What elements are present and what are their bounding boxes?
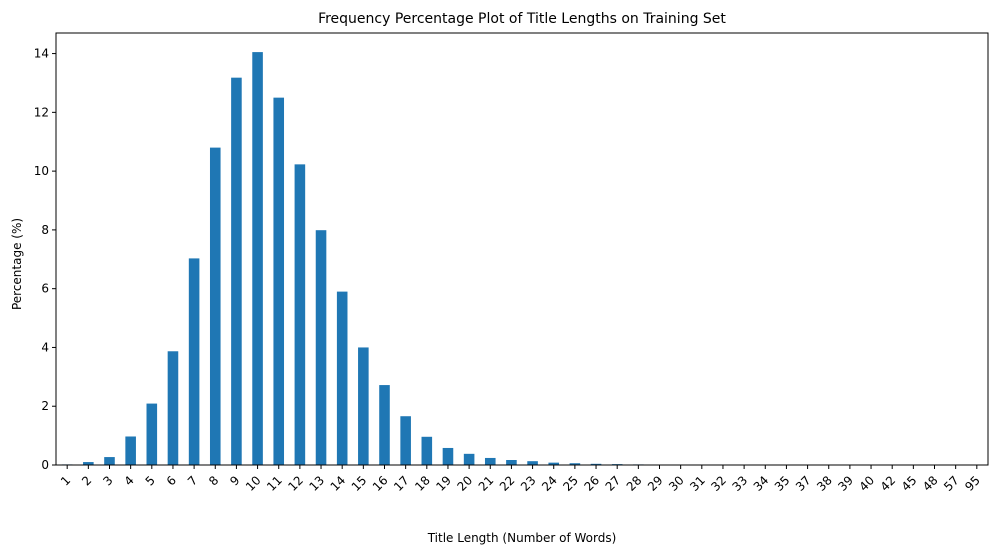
bar-19 (442, 447, 454, 465)
x-tick-label-27: 27 (603, 473, 624, 494)
x-tick-label-13: 13 (306, 473, 327, 494)
y-tick-label: 8 (41, 223, 49, 237)
bar-6 (167, 351, 179, 465)
x-tick-label-37: 37 (793, 473, 814, 494)
x-tick-label-28: 28 (624, 473, 645, 494)
x-axis: 1 2 3 4 5 6 7 8 9 10 11 12 13 14 15 16 17 18 19 20 21 22 23 24 2… (58, 465, 983, 494)
bar-4 (125, 436, 136, 465)
x-tick-label-29: 29 (645, 473, 666, 494)
y-tick-label: 12 (34, 105, 49, 119)
chart-title: Frequency Percentage Plot of Title Lengt… (318, 11, 726, 27)
x-tick-label-38: 38 (814, 473, 835, 494)
x-tick-label-20: 20 (455, 473, 476, 494)
x-tick-label-17: 17 (391, 473, 412, 494)
x-tick-label-19: 19 (433, 473, 454, 494)
y-tick-label: 10 (34, 164, 49, 178)
x-axis-label: Title Length (Number of Words) (427, 531, 617, 545)
bar-25 (569, 463, 581, 465)
x-tick-label-21: 21 (476, 473, 497, 494)
bar-20 (463, 453, 475, 465)
x-tick-label-8: 8 (206, 473, 221, 488)
bar-5 (146, 403, 158, 465)
y-tick-label: 4 (41, 340, 49, 354)
bar-23 (527, 461, 538, 465)
x-tick-label-22: 22 (497, 473, 518, 494)
x-tick-label-14: 14 (328, 473, 349, 494)
bar-3 (104, 457, 115, 465)
x-tick-label-4: 4 (121, 473, 136, 488)
bar-24 (548, 462, 560, 465)
x-tick-label-32: 32 (708, 473, 729, 494)
x-tick-label-10: 10 (243, 473, 264, 494)
y-axis-label: Percentage (%) (10, 218, 24, 310)
x-tick-label-39: 39 (835, 473, 856, 494)
x-tick-label-16: 16 (370, 473, 391, 494)
x-tick-label-15: 15 (349, 473, 370, 494)
y-tick-label: 6 (41, 282, 49, 296)
x-tick-label-95: 95 (962, 473, 983, 494)
x-tick-label-3: 3 (100, 473, 115, 488)
x-tick-label-23: 23 (518, 473, 539, 494)
x-tick-label-18: 18 (412, 473, 433, 494)
x-tick-label-9: 9 (227, 473, 242, 488)
plot-frame (55, 32, 989, 466)
bar-22 (506, 460, 517, 465)
bar-8 (209, 147, 221, 466)
x-tick-label-2: 2 (79, 473, 94, 488)
bar-13 (315, 230, 327, 465)
bar-18 (421, 436, 433, 465)
x-tick-label-11: 11 (264, 473, 285, 494)
bar-2 (83, 462, 94, 465)
bar-15 (358, 347, 369, 465)
x-tick-label-40: 40 (856, 473, 877, 494)
x-tick-label-25: 25 (560, 473, 581, 494)
x-tick-label-5: 5 (143, 473, 158, 488)
y-tick-label: 0 (41, 458, 49, 472)
x-tick-label-24: 24 (539, 473, 560, 494)
bar-16 (379, 385, 390, 465)
bar-21 (484, 457, 496, 465)
x-tick-label-7: 7 (185, 473, 200, 488)
bars-group (61, 52, 983, 466)
x-tick-label-26: 26 (581, 473, 602, 494)
bar-9 (231, 77, 242, 466)
y-axis: 0 2 4 6 8 10 12 14 (34, 47, 56, 472)
bar-7 (188, 258, 200, 465)
x-tick-label-34: 34 (751, 473, 772, 494)
x-tick-label-45: 45 (899, 473, 920, 494)
bar-14 (336, 291, 348, 465)
bar-26 (590, 463, 602, 465)
x-tick-label-42: 42 (878, 473, 899, 494)
x-tick-label-6: 6 (164, 473, 179, 488)
y-tick-label: 14 (34, 47, 49, 61)
x-tick-label-35: 35 (772, 473, 793, 494)
x-tick-label-1: 1 (58, 473, 73, 488)
x-tick-label-33: 33 (730, 473, 751, 494)
bar-10 (252, 52, 263, 465)
bar-11 (273, 97, 285, 466)
x-tick-label-12: 12 (285, 473, 306, 494)
x-tick-label-57: 57 (941, 473, 962, 494)
bar-17 (400, 416, 411, 465)
x-tick-label-30: 30 (666, 473, 687, 494)
y-tick-label: 2 (41, 399, 49, 413)
bar-12 (294, 164, 306, 466)
x-tick-label-31: 31 (687, 473, 708, 494)
x-tick-label-48: 48 (920, 473, 941, 494)
